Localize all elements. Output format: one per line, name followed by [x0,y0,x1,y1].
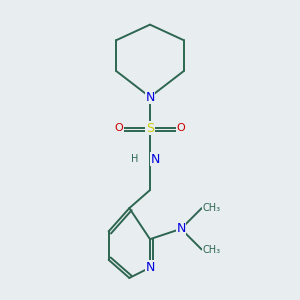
Text: S: S [146,122,154,134]
Text: N: N [151,152,160,166]
Text: N: N [176,222,186,235]
Text: O: O [115,123,123,133]
Text: H: H [131,154,138,164]
Text: CH₃: CH₃ [203,244,221,254]
Text: O: O [177,123,185,133]
Text: N: N [145,261,155,274]
Text: N: N [145,91,155,103]
Text: CH₃: CH₃ [203,203,221,213]
